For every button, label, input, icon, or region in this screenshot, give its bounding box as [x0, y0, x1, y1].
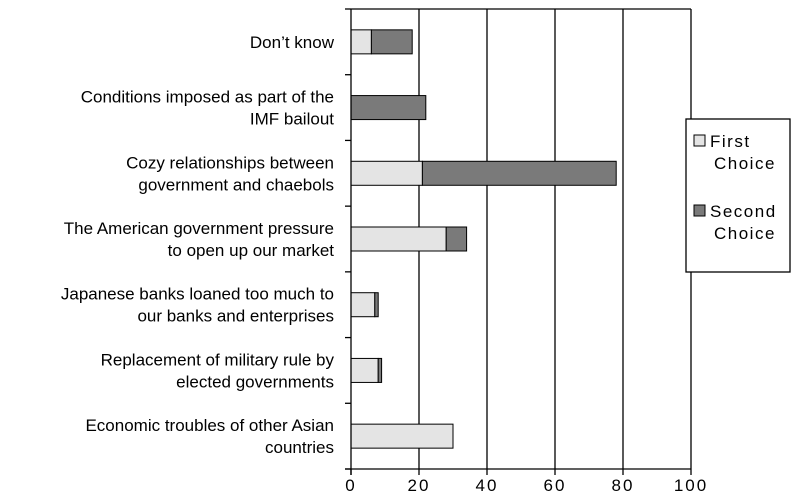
category-label-line: elected governments	[176, 372, 334, 391]
category-label-line: our banks and enterprises	[137, 307, 334, 326]
legend-label-line: Choice	[714, 154, 776, 173]
category-label-0: Don’t know	[250, 33, 335, 52]
bar-second-choice-4	[374, 292, 379, 318]
legend-label-line: First	[710, 132, 751, 151]
x-tick-labels: 0 20 40 60 80 100	[345, 476, 708, 491]
category-label-line: IMF bailout	[250, 110, 334, 129]
legend-label-line: Choice	[714, 224, 776, 243]
x-tick-label-0: 0	[345, 476, 356, 491]
category-label-line: Cozy relationships between	[126, 153, 334, 172]
category-label-3: The American government pressure to open …	[64, 219, 335, 260]
bar-first-choice-2	[350, 160, 423, 186]
legend-label-first-choice: First Choice	[710, 132, 776, 173]
bar-first-choice-6	[350, 423, 454, 449]
category-label-line: Economic troubles of other Asian	[85, 416, 334, 435]
category-label-line: Don’t know	[250, 33, 335, 52]
bar-second-choice-1	[350, 95, 427, 121]
category-label-line: Conditions imposed as part of the	[81, 88, 334, 107]
category-label-line: The American government pressure	[64, 219, 334, 238]
bar-second-choice-2	[421, 160, 617, 186]
bar-first-choice-0	[350, 29, 372, 55]
legend: First Choice Second Choice	[685, 118, 791, 273]
legend-label-second-choice: Second Choice	[710, 202, 777, 243]
category-labels: Don’t know Conditions imposed as part of …	[61, 33, 335, 457]
x-tick-label-40: 40	[476, 476, 499, 491]
x-tick-label-20: 20	[408, 476, 431, 491]
category-label-6: Economic troubles of other Asian countrie…	[85, 416, 334, 457]
category-label-line: Replacement of military rule by	[101, 350, 335, 369]
category-label-4: Japanese banks loaned too much to our ban…	[61, 285, 334, 326]
category-label-line: Japanese banks loaned too much to	[61, 285, 334, 304]
axes	[345, 8, 692, 475]
category-label-line: government and chaebols	[138, 175, 334, 194]
x-tick-label-100: 100	[674, 476, 708, 491]
bar-first-choice-3	[350, 226, 447, 252]
legend-label-line: Second	[710, 202, 777, 221]
legend-swatch-first-choice	[693, 134, 706, 147]
x-tick-label-80: 80	[612, 476, 635, 491]
legend-swatch-second-choice	[693, 204, 706, 217]
category-label-line: to open up our market	[168, 241, 335, 260]
legend-box	[685, 118, 791, 273]
bar-second-choice-5	[377, 357, 383, 383]
bar-first-choice-4	[350, 292, 376, 318]
category-label-1: Conditions imposed as part of the IMF bai…	[81, 88, 335, 129]
category-label-2: Cozy relationships between government and…	[126, 153, 334, 194]
x-tick-label-60: 60	[544, 476, 567, 491]
bar-second-choice-0	[370, 29, 413, 55]
bar-first-choice-5	[350, 357, 379, 383]
category-label-line: countries	[265, 438, 334, 457]
bars	[350, 29, 617, 449]
category-label-5: Replacement of military rule by elected g…	[101, 350, 335, 391]
bar-second-choice-3	[445, 226, 468, 252]
